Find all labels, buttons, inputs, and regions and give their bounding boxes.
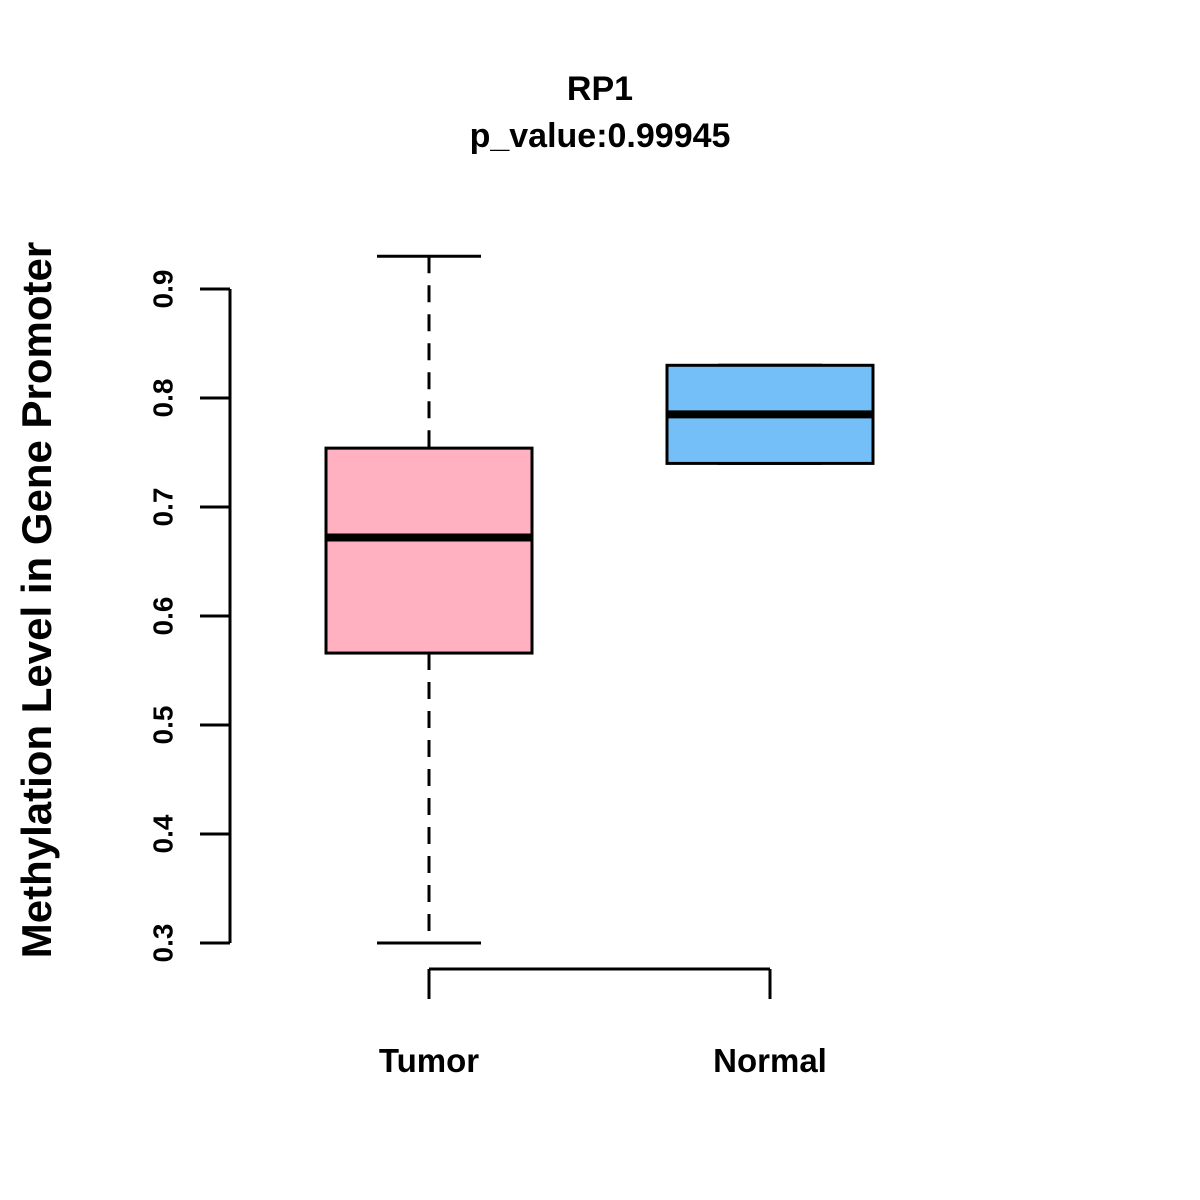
x-category-label: Tumor: [379, 1042, 479, 1079]
y-tick-label: 0.7: [148, 488, 179, 527]
chart-title: RP1: [566, 70, 634, 108]
chart-subtitle: p_value:0.99945: [469, 117, 731, 155]
y-tick-label: 0.3: [148, 924, 179, 963]
y-tick-label: 0.4: [148, 814, 179, 853]
y-tick-label: 0.9: [148, 270, 179, 309]
y-tick-label: 0.8: [148, 379, 179, 418]
x-category-label: Normal: [713, 1042, 827, 1079]
y-tick-label: 0.5: [148, 706, 179, 745]
y-tick-label: 0.6: [148, 597, 179, 636]
tumor-box: [324, 446, 534, 655]
